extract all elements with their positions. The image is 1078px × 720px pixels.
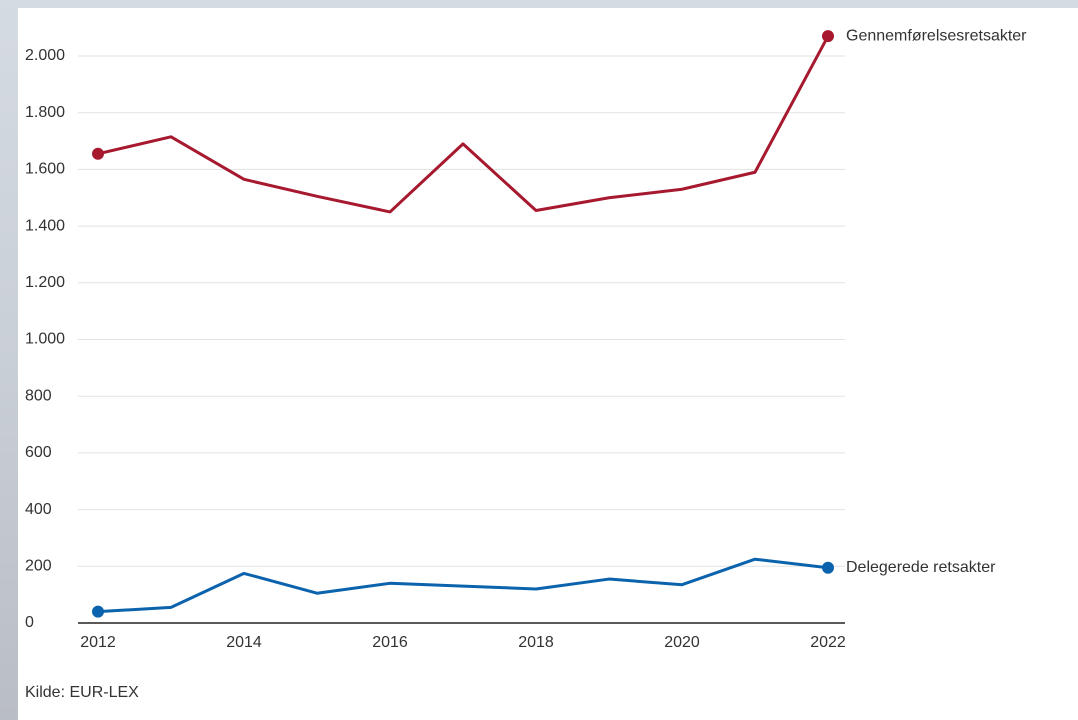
y-tick-label: 1.600 xyxy=(25,161,65,178)
y-tick-label: 600 xyxy=(25,444,52,461)
y-tick-label: 0 xyxy=(25,614,34,631)
end-point xyxy=(92,147,104,160)
end-point xyxy=(822,30,834,43)
series-label: Gennemførelsesretsakter xyxy=(846,27,1027,44)
series-line xyxy=(97,35,830,214)
y-tick-label: 1.000 xyxy=(25,331,65,348)
x-tick-label: 2022 xyxy=(810,634,846,651)
x-tick-label: 2016 xyxy=(372,634,408,651)
series-line xyxy=(97,557,829,614)
y-tick-label: 200 xyxy=(25,558,52,575)
y-tick-label: 800 xyxy=(25,387,52,404)
y-tick-label: 2.000 xyxy=(25,47,65,64)
x-tick-label: 2012 xyxy=(80,634,116,651)
end-point xyxy=(822,561,834,574)
x-tick-label: 2018 xyxy=(518,634,554,651)
end-point xyxy=(92,605,104,618)
y-tick-label: 1.800 xyxy=(25,104,65,121)
x-tick-label: 2020 xyxy=(664,634,700,651)
y-tick-label: 400 xyxy=(25,501,52,518)
chart-panel xyxy=(18,8,1078,720)
source-note: Kilde: EUR-LEX xyxy=(25,684,139,701)
y-tick-label: 1.400 xyxy=(25,217,65,234)
y-tick-label: 1.200 xyxy=(25,274,65,291)
x-tick-label: 2014 xyxy=(226,634,262,651)
series-label: Delegerede retsakter xyxy=(846,559,996,576)
